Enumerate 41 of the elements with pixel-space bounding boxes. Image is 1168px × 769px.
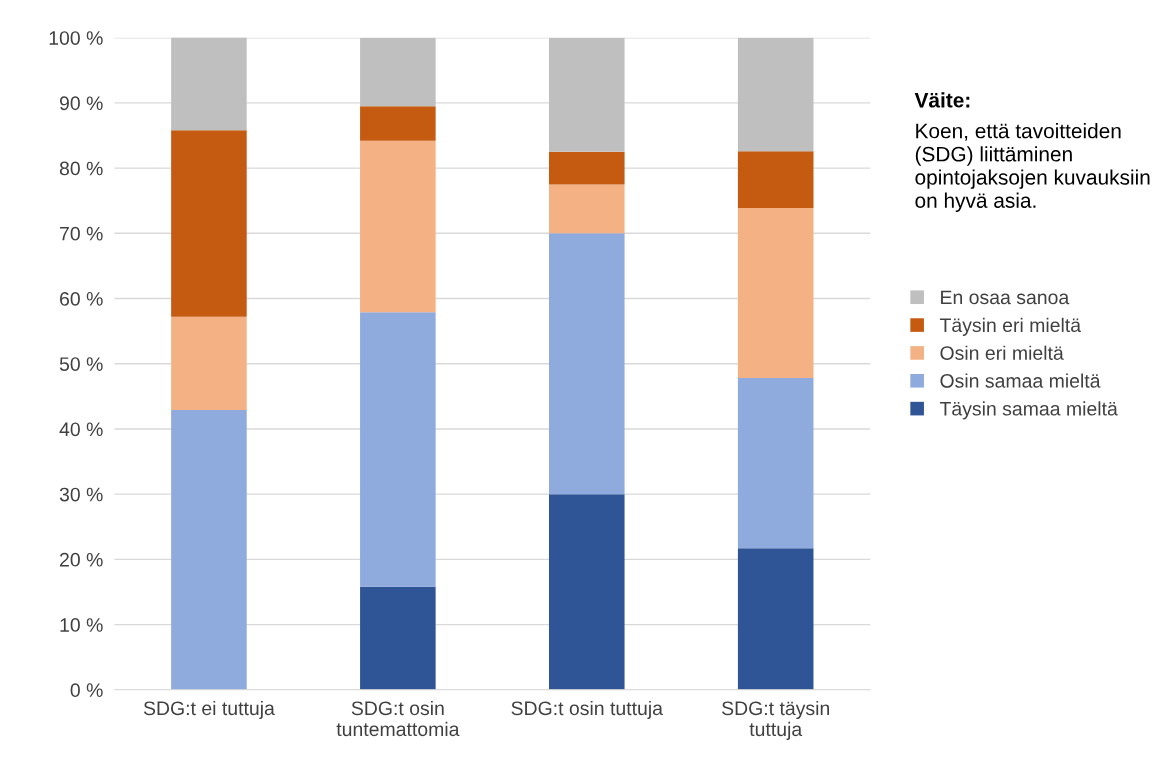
bar bbox=[171, 410, 247, 690]
y-tick-label: 100 % bbox=[49, 31, 103, 45]
x-tick-label: SDG:t osin tuntemattomia bbox=[336, 700, 460, 737]
bar bbox=[360, 140, 436, 313]
legend-label: En osaa sanoa bbox=[941, 290, 1070, 305]
y-tick-label: 60 % bbox=[60, 291, 103, 306]
y-tick-label: 20 % bbox=[60, 552, 103, 567]
x-tick-label: SDG:t täysin tuttuja bbox=[722, 700, 830, 740]
legend-label: Osin eri mieltä bbox=[940, 345, 1064, 360]
y-tick-label: 0 % bbox=[70, 683, 103, 698]
y-tick-label: 30 % bbox=[59, 487, 103, 502]
bar bbox=[548, 233, 625, 495]
x-tick-label: SDG:t ei tuttuja bbox=[143, 700, 275, 720]
legend-label: Osin samaa mieltä bbox=[940, 373, 1101, 388]
bar bbox=[360, 312, 436, 587]
bar bbox=[548, 151, 625, 185]
bar bbox=[360, 586, 436, 690]
bar bbox=[737, 548, 814, 690]
bar bbox=[171, 316, 247, 411]
bar bbox=[548, 184, 625, 234]
y-tick-label: 80 % bbox=[59, 161, 103, 176]
y-tick-label: 50 % bbox=[59, 357, 103, 371]
bar bbox=[737, 207, 814, 379]
bar bbox=[171, 37, 247, 131]
bar bbox=[360, 37, 436, 107]
text: Väite: bbox=[914, 92, 970, 108]
y-tick-label: 40 % bbox=[59, 422, 103, 437]
x-tick-label: SDG:t osin tuttuja bbox=[511, 700, 663, 720]
y-tick-label: 90 % bbox=[59, 96, 103, 111]
bar bbox=[737, 151, 814, 208]
bar bbox=[548, 494, 625, 690]
bar bbox=[360, 106, 436, 141]
y-tick-label: 70 % bbox=[60, 226, 103, 241]
bar bbox=[171, 130, 247, 317]
text: Koen, että tavoitteiden (SDG) liittäminen opintojaksojen kuvauksiin on hyvä asia. bbox=[915, 123, 1150, 213]
y-tick-label: 10 % bbox=[60, 618, 103, 632]
legend-label: Täysin samaa mieltä bbox=[939, 401, 1118, 420]
bar bbox=[737, 378, 814, 549]
bar bbox=[737, 37, 814, 152]
legend-label: Täysin eri mieltä bbox=[939, 317, 1082, 336]
bar bbox=[548, 37, 625, 152]
